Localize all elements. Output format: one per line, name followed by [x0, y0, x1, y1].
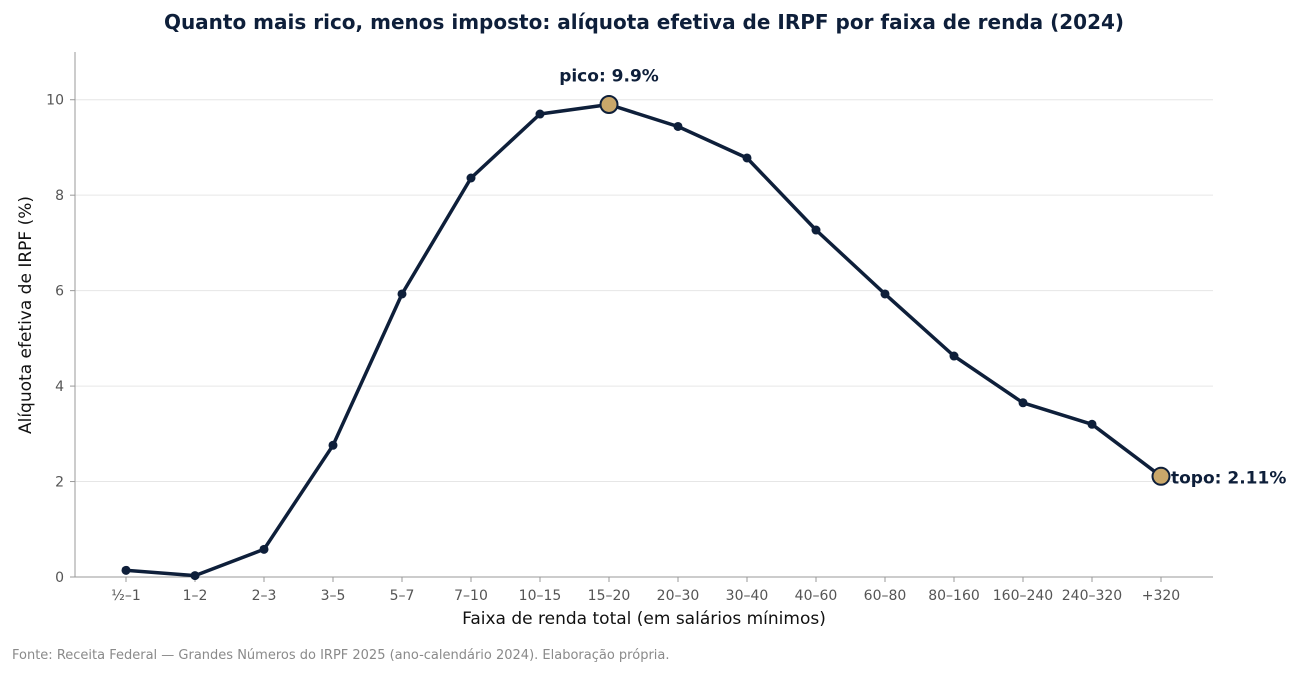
x-tick-label: 15–20 — [588, 588, 631, 604]
data-point — [811, 225, 821, 235]
data-point — [949, 351, 959, 361]
series-line — [124, 102, 1163, 578]
data-point — [397, 289, 407, 299]
data-point — [1087, 419, 1097, 429]
y-tick-label: 2 — [55, 475, 64, 491]
data-point — [535, 109, 545, 119]
x-tick-label: +320 — [1142, 588, 1180, 604]
highlight-point — [1151, 466, 1171, 486]
x-tick-label: 30–40 — [726, 588, 769, 604]
annotation-label: topo: 2.11% — [1171, 468, 1286, 488]
chart-title: Quanto mais rico, menos imposto: alíquot… — [164, 10, 1124, 34]
x-tick-label: 5–7 — [390, 588, 415, 604]
data-point — [328, 440, 338, 450]
x-tick-label: 2–3 — [252, 588, 277, 604]
data-point — [190, 571, 200, 581]
source-note: Fonte: Receita Federal — Grandes Números… — [12, 648, 670, 663]
x-tick-label: 10–15 — [519, 588, 562, 604]
data-point — [880, 289, 890, 299]
grid-lines — [75, 99, 1213, 483]
x-tick-label: 1–2 — [183, 588, 208, 604]
y-tick-label: 0 — [55, 570, 64, 586]
data-point — [742, 153, 752, 163]
x-tick-label: ½–1 — [111, 588, 140, 604]
data-point — [121, 565, 131, 575]
y-axis-ticks: 0 2 4 6 8 10 — [46, 93, 75, 586]
annotation-label: pico: 9.9% — [559, 67, 659, 87]
y-tick-label: 4 — [55, 379, 64, 395]
y-tick-label: 6 — [55, 284, 64, 300]
data-point — [1018, 398, 1028, 408]
data-point — [259, 544, 269, 554]
data-point — [673, 121, 683, 131]
x-axis-label: Faixa de renda total (em salários mínimo… — [462, 609, 826, 629]
x-tick-label: 60–80 — [864, 588, 907, 604]
y-tick-label: 10 — [46, 93, 64, 109]
x-tick-label: 160–240 — [993, 588, 1053, 604]
x-tick-label: 80–160 — [928, 588, 980, 604]
x-tick-label: 40–60 — [795, 588, 838, 604]
highlight-point — [599, 95, 619, 114]
data-points — [121, 95, 1171, 581]
y-axis-label: Alíquota efetiva de IRPF (%) — [16, 196, 36, 434]
x-tick-label: 240–320 — [1062, 588, 1122, 604]
annotations: pico: 9.9% topo: 2.11% — [559, 67, 1286, 489]
data-point — [466, 173, 476, 183]
x-tick-label: 7–10 — [454, 588, 488, 604]
x-axis-ticks: ½–1 1–2 2–3 3–5 5–7 7–10 10–15 15–20 20–30 30–40 4… — [111, 577, 1180, 604]
x-tick-label: 20–30 — [657, 588, 700, 604]
x-tick-label: 3–5 — [321, 588, 346, 604]
y-tick-label: 8 — [55, 188, 64, 204]
